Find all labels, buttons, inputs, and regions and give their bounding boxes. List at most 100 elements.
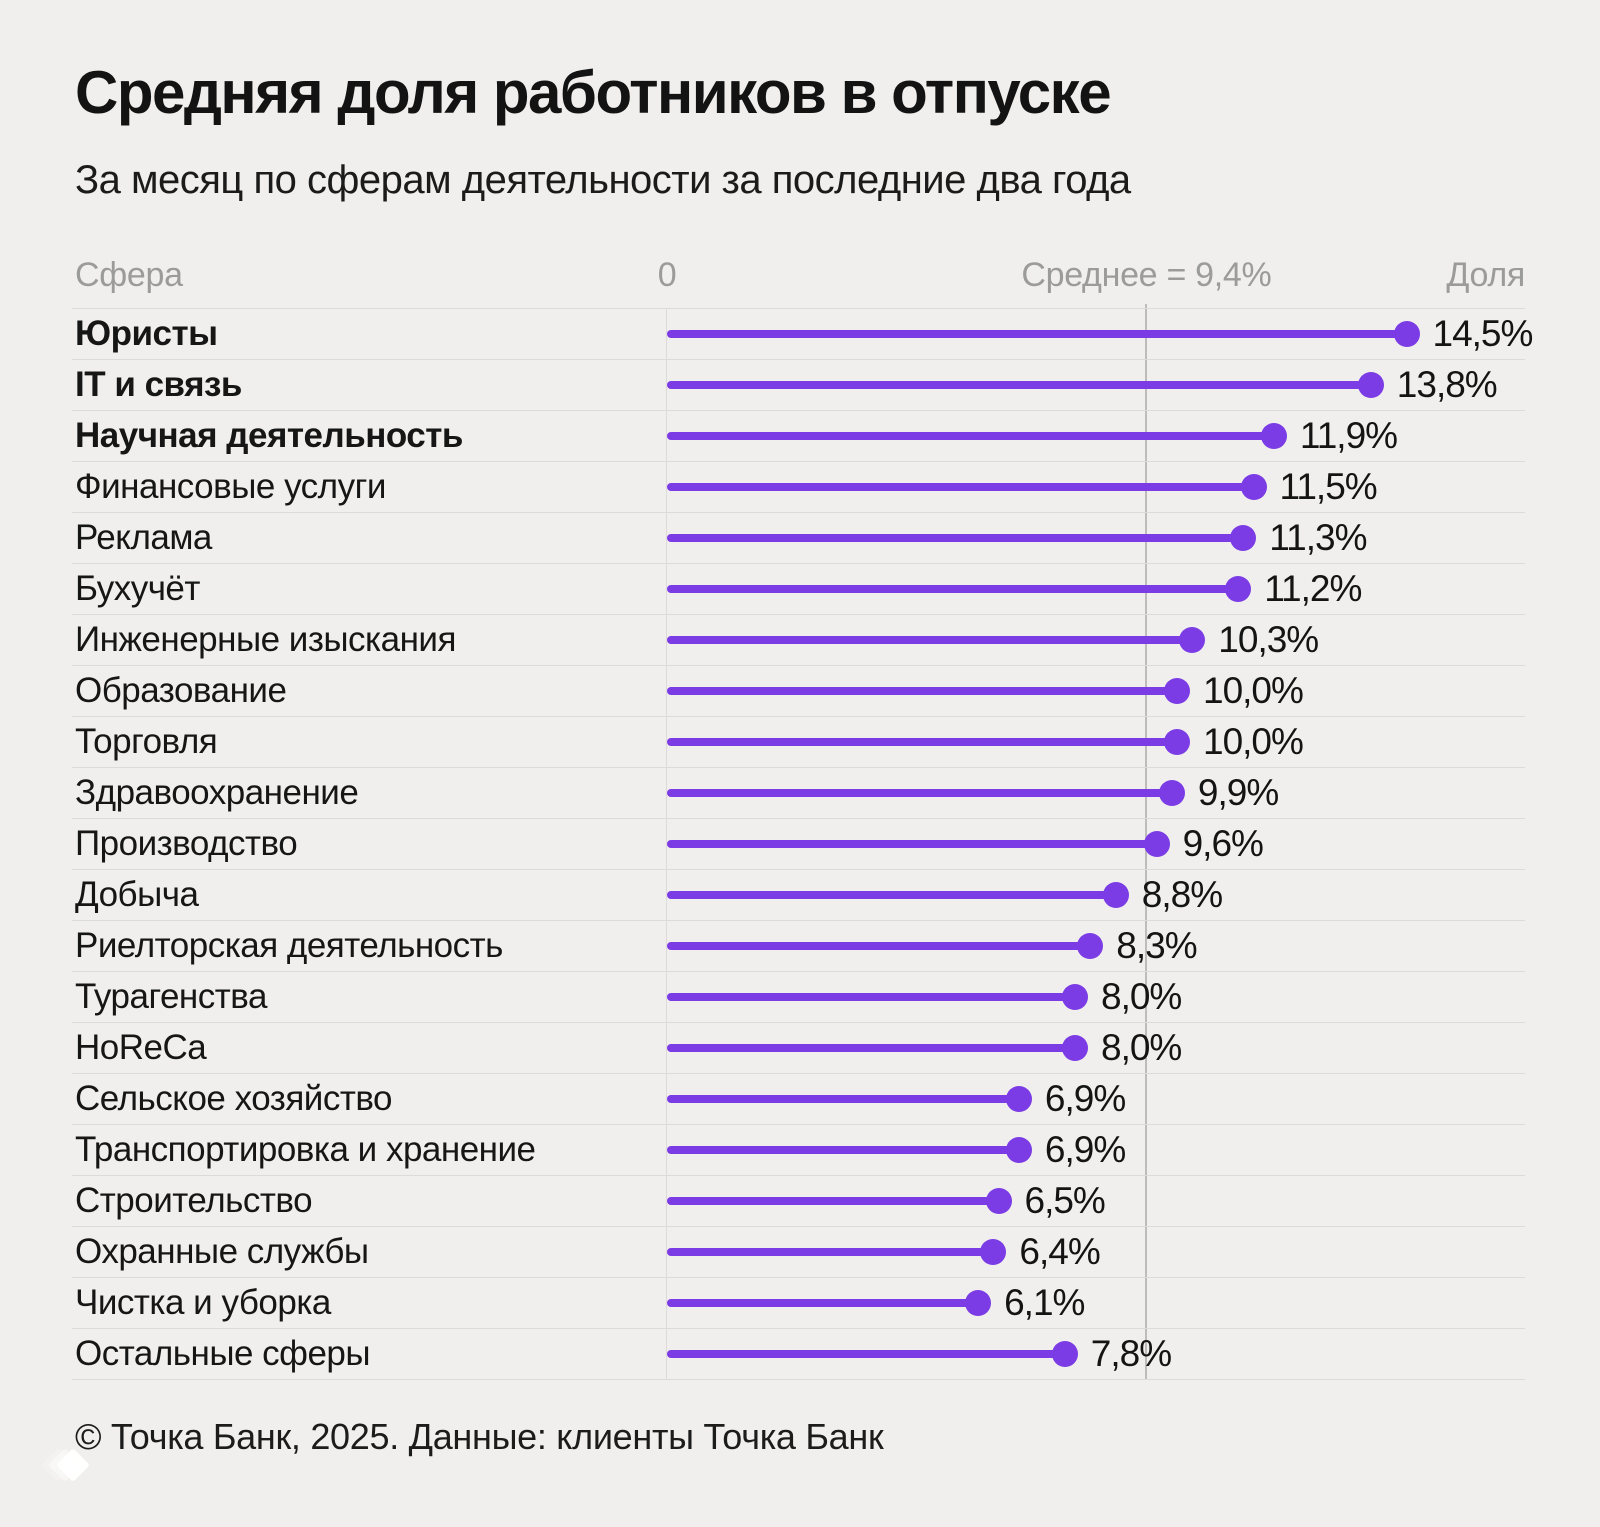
lollipop-dot (985, 1188, 1012, 1214)
bar-area: 8,3% (667, 921, 1525, 971)
category-label: Строительство (72, 1176, 667, 1226)
category-label: Бухучёт (72, 564, 667, 614)
bar-area: 8,0% (667, 972, 1525, 1022)
table-row: Чистка и уборка 6,1% (72, 1277, 1525, 1328)
lollipop-dot (1005, 1086, 1032, 1112)
lollipop-stem (667, 687, 1177, 695)
lollipop-dot (1164, 729, 1190, 755)
lollipop-stem (667, 534, 1244, 542)
lollipop-dot (1240, 474, 1267, 500)
chart-header-row: Сфера 0 Среднее = 9,4% Доля (72, 248, 1525, 308)
bar-area: 9,9% (667, 768, 1525, 818)
lollipop-stem (667, 381, 1371, 389)
value-label: 9,6% (1182, 823, 1264, 864)
bar-area: 10,0% (667, 717, 1525, 767)
page-title: Средняя доля работников в отпуске (75, 59, 1112, 126)
table-row: Научная деятельность 11,9% (72, 410, 1525, 461)
category-label: Сельское хозяйство (72, 1074, 667, 1124)
copyright-credit: © Точка Банк, 2025. Данные: клиенты Точк… (75, 1416, 884, 1457)
table-row: Торговля 10,0% (72, 716, 1525, 767)
lollipop-dot (1077, 933, 1104, 959)
lollipop-dot (1260, 423, 1287, 449)
lollipop-stem (667, 1248, 994, 1256)
value-label: 8,0% (1101, 1027, 1182, 1068)
category-label: Производство (72, 819, 667, 869)
category-label: IT и связь (72, 360, 667, 410)
lollipop-dot (1225, 576, 1252, 602)
page-subtitle: За месяц по сферам деятельности за после… (75, 158, 1131, 202)
bar-area: 7,8% (667, 1329, 1525, 1379)
average-line-label: Среднее = 9,4% (1021, 256, 1272, 294)
value-label: 10,0% (1203, 670, 1304, 711)
value-label: 13,8% (1396, 364, 1498, 405)
value-label: 8,8% (1141, 874, 1223, 915)
lollipop-dot (1062, 984, 1088, 1010)
lollipop-dot (1062, 1035, 1088, 1061)
lollipop-chart: Сфера 0 Среднее = 9,4% Доля Юристы 14,5% I… (72, 248, 1533, 1380)
lollipop-stem (667, 636, 1193, 644)
category-label: Финансовые услуги (72, 462, 667, 512)
category-label: Юристы (72, 309, 667, 359)
value-label: 6,9% (1044, 1129, 1126, 1170)
table-row: Охранные службы 6,4% (72, 1226, 1525, 1277)
bar-area: 10,3% (667, 615, 1525, 665)
table-row: Финансовые услуги 11,5% (72, 461, 1525, 512)
bar-area: 8,8% (667, 870, 1525, 920)
category-label: Чистка и уборка (72, 1278, 667, 1328)
table-row: HoReCa 8,0% (72, 1022, 1525, 1073)
value-label: 14,5% (1432, 313, 1534, 354)
table-row: Транспортировка и хранение 6,9% (72, 1124, 1525, 1175)
bar-area: 10,0% (667, 666, 1525, 716)
value-label: 11,3% (1269, 517, 1367, 558)
bar-area: 11,3% (667, 513, 1525, 563)
lollipop-dot (1230, 525, 1257, 551)
value-label: 8,0% (1101, 976, 1182, 1017)
lollipop-stem (667, 840, 1157, 848)
lollipop-stem (667, 1095, 1019, 1103)
column-header-share: Доля (1446, 256, 1525, 294)
lollipop-dot (965, 1290, 992, 1316)
category-label: Охранные службы (72, 1227, 667, 1277)
value-label: 6,1% (1004, 1282, 1085, 1323)
table-row: IT и связь 13,8% (72, 359, 1525, 410)
lollipop-dot (1143, 831, 1170, 857)
category-label: HoReCa (72, 1023, 667, 1073)
lollipop-dot (1102, 882, 1129, 908)
value-label: 6,4% (1019, 1231, 1100, 1272)
category-label: Научная деятельность (72, 411, 667, 461)
lollipop-stem (667, 891, 1116, 899)
lollipop-stem (667, 1197, 999, 1205)
bar-area: 6,9% (667, 1074, 1525, 1124)
lollipop-dot (1005, 1137, 1032, 1163)
category-label: Здравоохранение (72, 768, 667, 818)
table-row: Реклама 11,3% (72, 512, 1525, 563)
lollipop-stem (667, 993, 1075, 1001)
lollipop-stem (667, 942, 1091, 950)
table-row: Сельское хозяйство 6,9% (72, 1073, 1525, 1124)
bar-area: 9,6% (667, 819, 1525, 869)
table-row: Добыча 8,8% (72, 869, 1525, 920)
bar-area: 14,5% (667, 309, 1533, 359)
category-label: Турагенства (72, 972, 667, 1022)
lollipop-dot (1164, 678, 1190, 704)
category-label: Образование (72, 666, 667, 716)
bar-area: 6,5% (667, 1176, 1525, 1226)
lollipop-stem (667, 432, 1274, 440)
table-row: Здравоохранение 9,9% (72, 767, 1525, 818)
table-row: Риелторская деятельность 8,3% (72, 920, 1525, 971)
category-label: Реклама (72, 513, 667, 563)
category-label: Риелторская деятельность (72, 921, 667, 971)
chart-rows: Юристы 14,5% IT и связь 13,8% Научная деятел… (72, 304, 1533, 1380)
value-label: 9,9% (1197, 772, 1279, 813)
lollipop-stem (667, 330, 1407, 338)
bar-area: 11,9% (667, 411, 1525, 461)
column-header-sphere: Сфера (75, 256, 183, 294)
lollipop-dot (1357, 372, 1384, 398)
axis-zero-label: 0 (657, 256, 677, 294)
value-label: 6,5% (1024, 1180, 1106, 1221)
bar-area: 11,2% (667, 564, 1525, 614)
lollipop-stem (667, 789, 1172, 797)
lollipop-stem (667, 585, 1239, 593)
lollipop-dot (1051, 1341, 1078, 1367)
